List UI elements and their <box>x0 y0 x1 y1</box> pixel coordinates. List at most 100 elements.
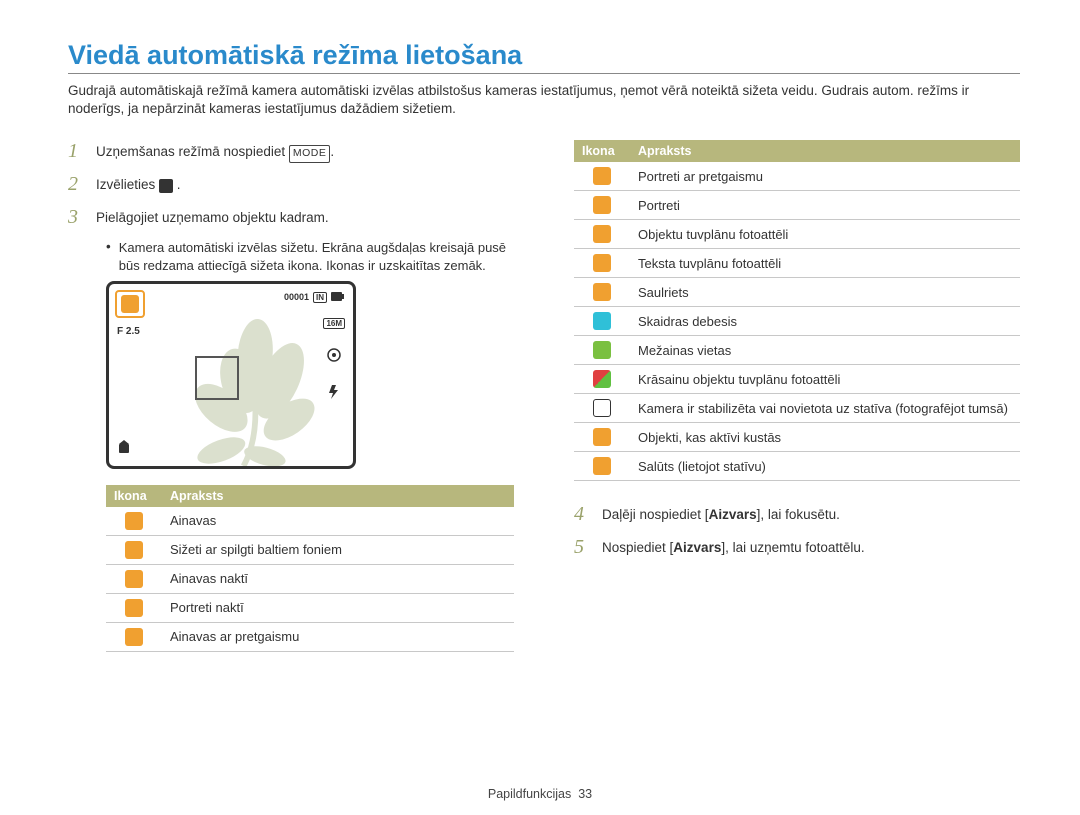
table-row: Krāsainu objektu tuvplānu fotoattēli <box>574 365 1020 394</box>
footer-section: Papildfunkcijas <box>488 787 571 801</box>
desc-cell: Objektu tuvplānu fotoattēli <box>630 220 1020 249</box>
shutter-label: Aizvars <box>709 507 757 522</box>
icon-cell <box>574 423 630 452</box>
scene-icon-box <box>115 290 145 318</box>
text: Nospiediet [ <box>602 540 673 555</box>
megapixel-badge: 16M <box>323 318 345 329</box>
text: Uzņemšanas režīmā nospiediet <box>96 144 289 159</box>
icon-cell <box>574 336 630 365</box>
lcd-preview: F 2.5 00001 IN 16M <box>106 281 356 469</box>
scene-table-left: Ikona Apraksts AinavasSižeti ar spilgti … <box>106 485 514 652</box>
icon-cell <box>106 622 162 651</box>
text: Daļēji nospiediet [ <box>602 507 709 522</box>
desc-cell: Ainavas ar pretgaismu <box>162 622 514 651</box>
page-title: Viedā automātiskā režīma lietošana <box>68 40 1020 74</box>
th-desc: Apraksts <box>162 485 514 507</box>
step-5-text: Nospiediet [Aizvars], lai uzņemtu fotoat… <box>602 536 865 558</box>
step-5: 5 Nospiediet [Aizvars], lai uzņemtu foto… <box>574 536 1020 559</box>
icon-cell <box>106 593 162 622</box>
table-row: Ainavas <box>106 507 514 536</box>
lcd-right-icons: 16M <box>323 318 345 403</box>
shot-counter: 00001 <box>284 292 309 302</box>
scene-icon <box>593 167 611 185</box>
shutter-label: Aizvars <box>673 540 721 555</box>
step-3-text: Pielāgojiet uzņemamo objektu kadram. <box>96 206 329 228</box>
desc-cell: Ainavas naktī <box>162 564 514 593</box>
icon-cell <box>574 249 630 278</box>
desc-cell: Skaidras debesis <box>630 307 1020 336</box>
flash-auto-icon <box>326 384 342 403</box>
scene-icon <box>593 283 611 301</box>
scene-icon <box>593 457 611 475</box>
desc-cell: Krāsainu objektu tuvplānu fotoattēli <box>630 365 1020 394</box>
focus-frame <box>195 356 239 400</box>
scene-icon <box>125 599 143 617</box>
table-row: Objekti, kas aktīvi kustās <box>574 423 1020 452</box>
step-number: 5 <box>574 536 602 559</box>
icon-cell <box>106 535 162 564</box>
text: ], lai uzņemtu fotoattēlu. <box>721 540 864 555</box>
scene-table-right: Ikona Apraksts Portreti ar pretgaismuPor… <box>574 140 1020 481</box>
scene-icon <box>125 541 143 559</box>
text: . <box>177 177 181 192</box>
page-footer: Papildfunkcijas 33 <box>0 787 1080 801</box>
step-number: 3 <box>68 206 96 229</box>
table-row: Sižeti ar spilgti baltiem foniem <box>106 535 514 564</box>
table-row: Skaidras debesis <box>574 307 1020 336</box>
scene-icon <box>593 225 611 243</box>
step-3-bullet: Kamera automātiski izvēlas sižetu. Ekrān… <box>106 239 514 274</box>
footer-page: 33 <box>578 787 592 801</box>
smart-auto-icon <box>159 179 173 193</box>
step-4-text: Daļēji nospiediet [Aizvars], lai fokusēt… <box>602 503 840 525</box>
icon-cell <box>574 191 630 220</box>
desc-cell: Sižeti ar spilgti baltiem foniem <box>162 535 514 564</box>
desc-cell: Portreti naktī <box>162 593 514 622</box>
scene-icon <box>125 628 143 646</box>
table-row: Portreti ar pretgaismu <box>574 162 1020 191</box>
desc-cell: Teksta tuvplānu fotoattēli <box>630 249 1020 278</box>
stabilization-icon <box>117 439 133 458</box>
desc-cell: Kamera ir stabilizēta vai novietota uz s… <box>630 394 1020 423</box>
step-2: 2 Izvēlieties . <box>68 173 514 196</box>
scene-icon <box>593 312 611 330</box>
lcd-top-right: 00001 IN <box>284 292 345 303</box>
icon-cell <box>574 307 630 336</box>
table-row: Saulriets <box>574 278 1020 307</box>
desc-cell: Mežainas vietas <box>630 336 1020 365</box>
target-icon <box>326 347 342 366</box>
desc-cell: Portreti ar pretgaismu <box>630 162 1020 191</box>
right-column: Ikona Apraksts Portreti ar pretgaismuPor… <box>574 140 1020 651</box>
mode-button-label: MODE <box>289 145 331 162</box>
step-3: 3 Pielāgojiet uzņemamo objektu kadram. <box>68 206 514 229</box>
scene-icon <box>593 254 611 272</box>
scene-icon <box>593 196 611 214</box>
table-row: Ainavas naktī <box>106 564 514 593</box>
desc-cell: Ainavas <box>162 507 514 536</box>
step-number: 4 <box>574 503 602 526</box>
step-number: 2 <box>68 173 96 196</box>
icon-cell <box>574 162 630 191</box>
icon-cell <box>106 507 162 536</box>
macro-scene-icon <box>121 295 139 313</box>
step-number: 1 <box>68 140 96 163</box>
scene-icon <box>593 370 611 388</box>
scene-icon <box>125 570 143 588</box>
table-row: Ainavas ar pretgaismu <box>106 622 514 651</box>
scene-icon <box>593 399 611 417</box>
table-row: Portreti naktī <box>106 593 514 622</box>
desc-cell: Saulriets <box>630 278 1020 307</box>
scene-icon <box>125 512 143 530</box>
left-column: 1 Uzņemšanas režīmā nospiediet MODE. 2 I… <box>68 140 514 651</box>
step-4: 4 Daļēji nospiediet [Aizvars], lai fokus… <box>574 503 1020 526</box>
icon-cell <box>106 564 162 593</box>
table-row: Salūts (lietojot statīvu) <box>574 452 1020 481</box>
battery-icon <box>331 292 345 303</box>
th-icon: Ikona <box>106 485 162 507</box>
table-row: Kamera ir stabilizēta vai novietota uz s… <box>574 394 1020 423</box>
desc-cell: Objekti, kas aktīvi kustās <box>630 423 1020 452</box>
icon-cell <box>574 220 630 249</box>
scene-icon <box>593 428 611 446</box>
th-icon: Ikona <box>574 140 630 162</box>
icon-cell <box>574 452 630 481</box>
text: ], lai fokusētu. <box>757 507 840 522</box>
